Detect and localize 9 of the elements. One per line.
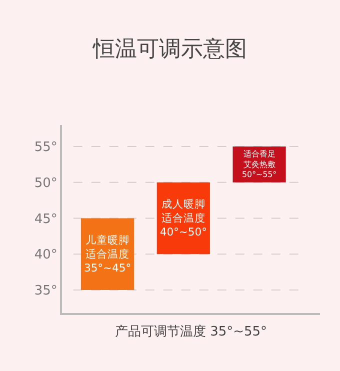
y-tick-label: 50° xyxy=(34,176,58,191)
y-tick-label: 40° xyxy=(34,248,58,263)
x-axis-title: 产品可调节温度 35°~55° xyxy=(114,324,268,340)
y-tick-label: 45° xyxy=(34,212,58,227)
chart-title: 恒温可调示意图 xyxy=(92,37,247,62)
y-tick-label: 55° xyxy=(34,140,58,156)
data-label: 儿童暖脚适合温度 35°~45° xyxy=(84,234,132,275)
y-tick-label: 35° xyxy=(34,284,58,299)
data-label: 成人暖脚适合温度 40°~50° xyxy=(160,198,207,239)
